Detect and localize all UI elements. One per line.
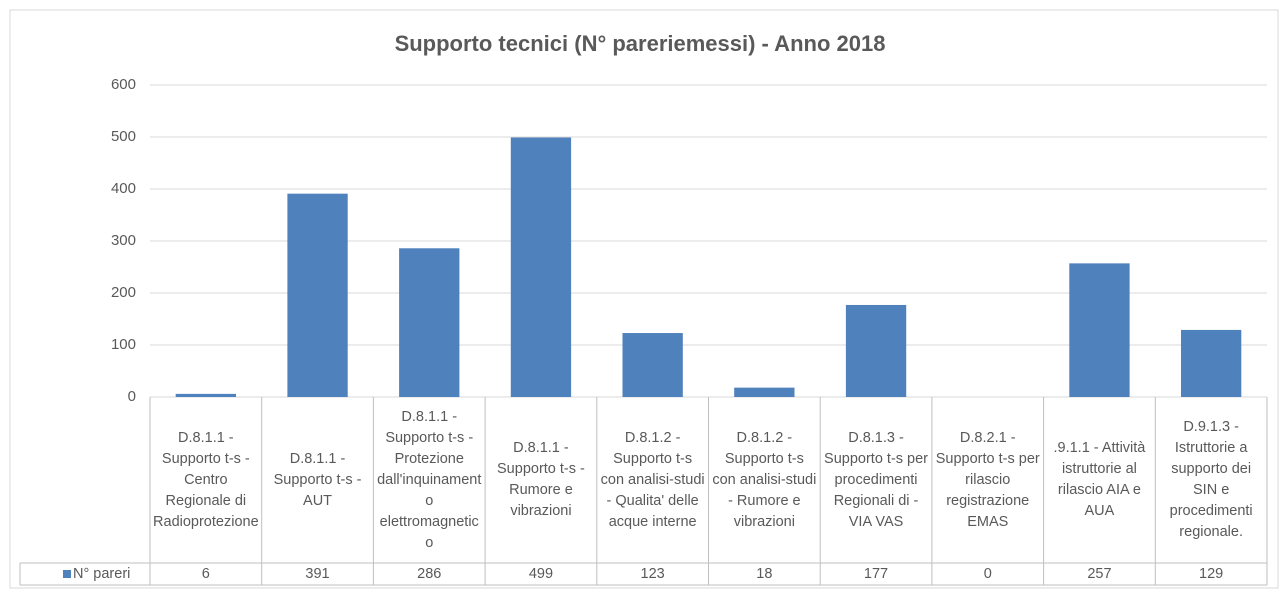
bar — [1180, 329, 1242, 397]
table-value: 257 — [1087, 565, 1112, 582]
x-tick-label: D.8.2.1 - Supporto t-s per rilascio regi… — [935, 429, 1040, 530]
legend-swatch — [63, 570, 71, 578]
table-value: 129 — [1199, 565, 1224, 582]
y-tick-label: 100 — [111, 336, 136, 353]
x-tick-label: D.8.1.1 - Supporto t-s - Protezione dall… — [377, 408, 482, 551]
chart-border — [9, 9, 1279, 589]
table-value: 391 — [305, 565, 330, 582]
bar — [287, 193, 348, 397]
y-tick-label: 0 — [128, 388, 136, 405]
bar — [399, 248, 460, 397]
table-value: 286 — [417, 565, 442, 582]
table-value: 499 — [528, 565, 554, 582]
y-tick-label: 500 — [111, 128, 136, 145]
legend-label: N° pareri — [73, 565, 131, 582]
x-tick-label: D.8.1.3 - Supporto t-s per procedimenti … — [824, 429, 929, 530]
x-tick-label: D.8.1.2 - Supporto t-s con analisi-studi… — [600, 429, 705, 530]
x-tick-label: D.8.1.1 - Supporto t-s - AUT — [273, 450, 362, 509]
table-value: 177 — [863, 565, 889, 582]
table-value: 0 — [983, 565, 992, 582]
y-tick-label: 600 — [111, 76, 136, 93]
x-tick-label: .9.1.1 - Attività istruttorie al rilasci… — [1053, 440, 1146, 519]
bar — [175, 393, 237, 397]
y-tick-label: 400 — [111, 180, 136, 197]
bar — [734, 387, 795, 397]
bar — [510, 137, 572, 397]
y-tick-label: 300 — [111, 232, 136, 249]
bar — [1069, 263, 1130, 397]
table-value: 6 — [201, 565, 210, 582]
bar — [622, 333, 683, 397]
x-tick-label: D.8.1.2 - Supporto t-s con analisi-studi… — [712, 429, 817, 530]
chart-title: Supporto tecnici (N° pareriemessi) - Ann… — [395, 31, 886, 56]
x-tick-label: D.8.1.1 - Supporto t-s - Centro Regional… — [153, 429, 259, 530]
x-tick-label: D.8.1.1 - Supporto t-s - Rumore e vibraz… — [497, 440, 585, 519]
bar — [845, 304, 907, 397]
table-value: 18 — [756, 565, 773, 582]
y-tick-label: 200 — [111, 284, 136, 301]
table-value: 123 — [640, 565, 665, 582]
x-tick-label: D.9.1.3 - Istruttorie a supporto dei SIN… — [1169, 419, 1253, 540]
